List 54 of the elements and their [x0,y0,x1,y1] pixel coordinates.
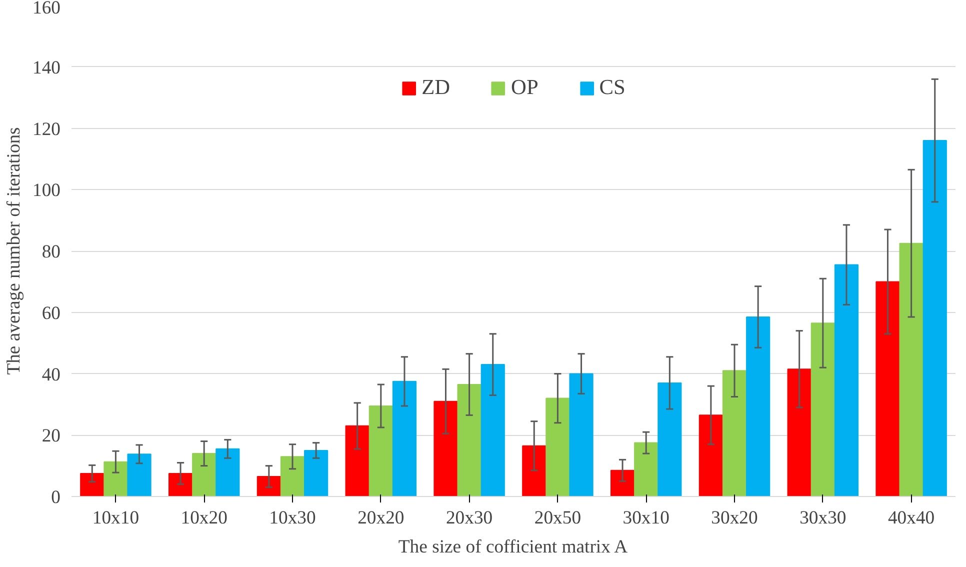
x-tick-label: 10x10 [92,508,140,528]
bar [658,382,682,496]
x-tick-label: 30x20 [711,508,758,528]
bar [168,472,193,496]
legend-label: CS [599,75,626,100]
y-tick-label: 60 [42,302,60,324]
x-tick-label: 30x10 [622,508,670,528]
bar [810,322,835,496]
y-tick-label: 80 [42,242,60,262]
x-tick-label: 20x50 [534,508,582,528]
bar [434,400,458,496]
bar [899,242,924,496]
x-tick-label: 30x30 [800,508,846,528]
bar [876,281,900,496]
y-tick-label: 140 [32,57,60,78]
bar [127,454,152,496]
bar [80,472,104,496]
legend-label: OP [511,75,538,100]
bar [280,456,305,496]
y-tick-label: 100 [32,180,60,202]
bar [480,364,505,496]
x-tick-label: 20x30 [446,508,493,528]
bar [569,373,594,496]
bar [722,370,747,496]
y-tick-label: 40 [42,364,60,386]
bar [634,442,658,496]
bar [922,140,947,496]
y-axis-title: The average number of iterations [4,127,25,375]
legend-label: ZD [422,75,450,100]
y-tick-label: 20 [42,426,60,447]
bar [834,264,859,496]
bar [698,414,723,496]
y-tick-label: 160 [32,0,60,18]
y-tick-label: 120 [32,118,60,140]
bar [787,368,812,496]
x-axis-title: The size of cofficient matrix A [398,536,628,558]
x-tick-label: 20x20 [358,508,404,528]
bar [345,425,370,496]
x-tick-label: 10x30 [269,508,316,528]
x-tick-label: 40x40 [888,508,935,528]
y-tick-label: 0 [51,487,60,508]
bar [256,476,281,496]
bar [104,461,128,496]
bar [546,398,570,496]
bar [368,405,393,496]
bar [304,450,328,496]
bar [457,384,482,496]
bar [746,316,770,496]
bar [522,445,546,496]
x-tick-label: 10x20 [180,508,228,528]
bar [392,380,417,496]
bar [610,470,635,496]
bar [192,453,216,496]
bar [216,448,240,496]
